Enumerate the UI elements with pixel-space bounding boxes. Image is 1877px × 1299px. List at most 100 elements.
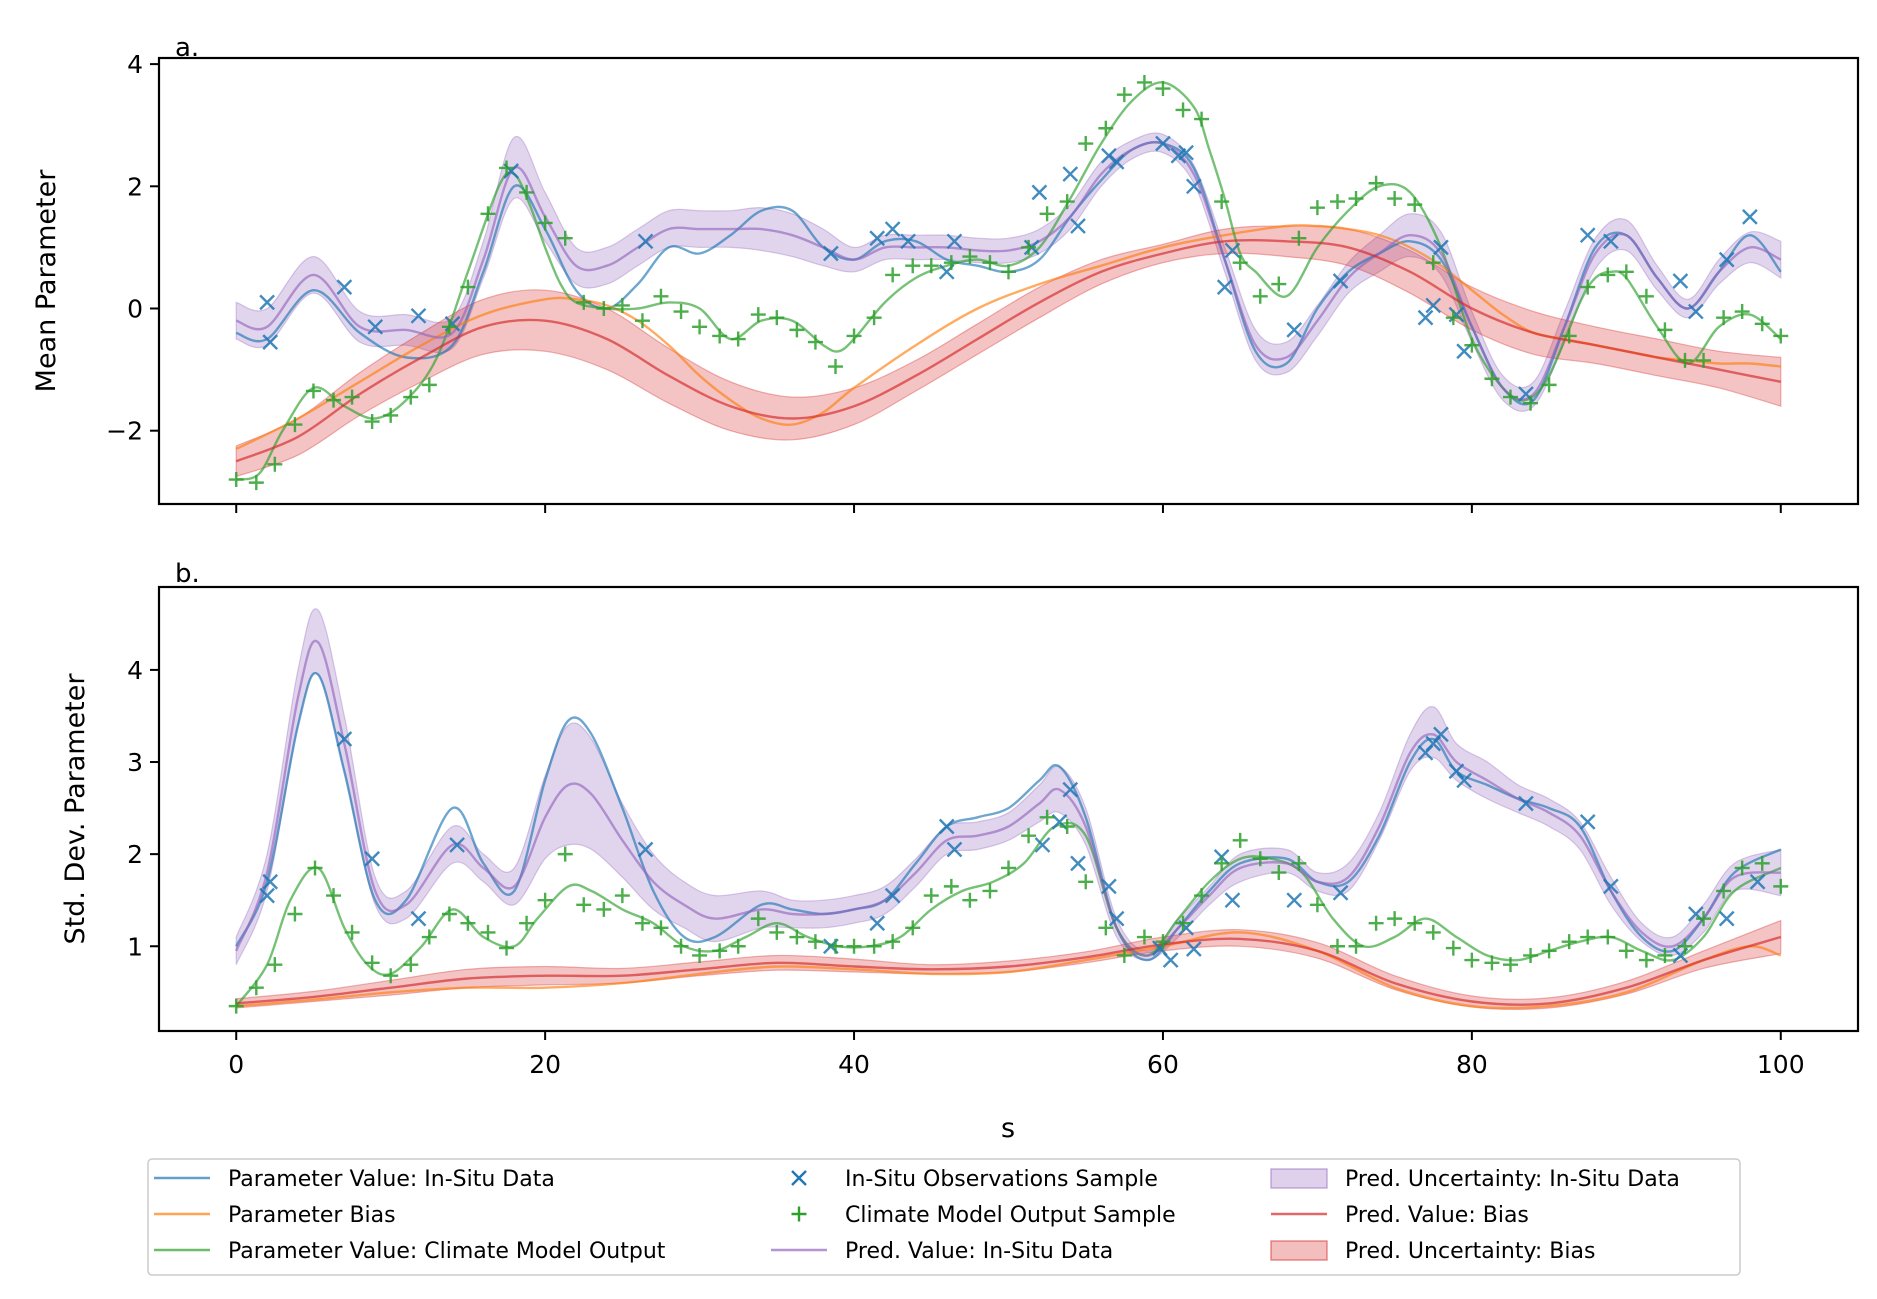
panel-b-in-situ-observations-sample-point — [938, 818, 955, 835]
panel-b-ylabel: Std. Dev. Parameter — [60, 673, 91, 945]
panel-b-climate-model-output-sample-point — [421, 929, 437, 945]
panel-b-climate-model-output-sample-point — [905, 920, 921, 936]
panel-b-climate-model-output-sample-point — [1001, 860, 1016, 876]
panel-b-climate-model-output-sample-point — [807, 934, 823, 950]
panel-b-xtick-label: 40 — [838, 1050, 870, 1079]
panel-a-climate-model-output-sample-point — [1502, 389, 1518, 405]
panel-b-climate-model-output-sample-point — [1407, 915, 1423, 931]
legend-label: Pred. Value: In-Situ Data — [845, 1239, 1113, 1264]
panel-b-in-situ-observations-sample-point — [1186, 941, 1202, 957]
panel-b-parameter-value-climate-model-output-line — [235, 821, 1782, 1007]
panel-b-climate-model-output-sample-point — [885, 934, 901, 950]
panel-a-climate-model-output-sample-point — [1232, 255, 1248, 271]
panel-a-climate-model-output-sample-point — [537, 215, 553, 231]
panel-a-climate-model-output-sample-point — [576, 294, 592, 310]
panel-a-climate-model-output-sample-point — [1021, 239, 1037, 255]
panel-a-climate-model-output-sample-point — [1445, 310, 1461, 326]
panel-a-climate-model-output-sample-point — [499, 160, 515, 176]
panel-a-in-situ-observations-sample-point — [1603, 233, 1619, 250]
panel-a-in-situ-observations-sample-point — [869, 230, 886, 247]
panel-b-climate-model-output-sample-point — [344, 924, 360, 940]
legend-label: Pred. Value: Bias — [1345, 1203, 1529, 1228]
panel-b-climate-model-output-sample-point — [1098, 920, 1114, 936]
panel-a-climate-model-output-sample-point — [634, 313, 650, 329]
panel-a-climate-model-output-sample-point — [1407, 197, 1423, 213]
panel-b-in-situ-observations-sample-point — [1456, 772, 1472, 789]
panel-b-in-situ-observations-sample-point — [364, 850, 380, 867]
panel-a-climate-model-output-sample-point — [905, 258, 921, 274]
panel-b-in-situ-observations-sample-point — [884, 887, 901, 904]
panel-a-climate-model-output-sample-point — [1464, 337, 1480, 353]
panel-a-climate-model-output-sample-point — [673, 304, 689, 320]
panel-b-in-situ-observations-sample-point — [1062, 781, 1079, 798]
panel-b-climate-model-output-sample-point — [1116, 947, 1132, 963]
panel-a-climate-model-output-sample-point — [653, 288, 669, 304]
panel-b-climate-model-output-sample-point — [1502, 957, 1518, 973]
panel-b-climate-model-output-sample-point — [730, 938, 746, 954]
legend-swatch-patch — [1270, 1240, 1328, 1261]
panel-b-climate-model-output-sample-point — [1271, 865, 1287, 881]
panel-a-climate-model-output-sample-point — [1618, 264, 1634, 280]
panel-b-climate-model-output-sample-point — [364, 955, 380, 971]
legend-label: Parameter Bias — [228, 1203, 396, 1228]
panel-b-xtick-label: 80 — [1456, 1050, 1488, 1079]
panel-a-in-situ-observations-sample-point — [1070, 218, 1086, 234]
panel-a-climate-model-output-sample-point — [267, 456, 283, 472]
panel-a-climate-model-output-sample-point — [1175, 102, 1191, 118]
panel-b-climate-model-output-sample-point — [1580, 929, 1596, 945]
panel-b-climate-model-output-sample-point — [1618, 943, 1634, 959]
legend-label: In-Situ Observations Sample — [845, 1167, 1158, 1192]
panel-b-climate-model-output-sample-point — [1078, 874, 1094, 890]
panel-b-climate-model-output-sample-point — [1155, 934, 1171, 950]
panel-b-climate-model-output-sample-point — [1232, 832, 1248, 848]
panel-a-climate-model-output-sample-point — [1291, 230, 1307, 246]
panel-b-climate-model-output-sample-point — [1214, 855, 1230, 871]
panel-a-climate-model-output-sample-point — [1252, 288, 1268, 304]
panel-b-climate-model-output-sample-point — [1638, 952, 1654, 968]
panel-b-in-situ-observations-sample-point — [1101, 878, 1117, 895]
panel-a-in-situ-observations-sample-point — [1224, 242, 1241, 259]
panel-b-in-situ-observations-sample-point — [1433, 726, 1449, 743]
panel-b-climate-model-output-sample-point — [1136, 929, 1152, 945]
panel-b-climate-model-output-sample-point — [403, 957, 419, 973]
panel-a: −2 0 2 4 a. Mean Parameter — [31, 33, 1860, 513]
panel-a-climate-model-output-sample-point — [923, 258, 939, 274]
panel-b-climate-model-output-sample-point — [1059, 819, 1075, 835]
panel-a-climate-model-output-sample-point — [364, 414, 380, 430]
panel-a-ytick-label: 4 — [127, 50, 143, 79]
panel-a-climate-model-output-sample-point — [1098, 120, 1114, 136]
panel-a-in-situ-observations-sample-point — [1031, 184, 1048, 201]
panel-a-in-situ-observations-sample-point — [1456, 343, 1472, 360]
panel-a-climate-model-output-sample-point — [326, 392, 342, 408]
legend-entry-pred-value-bias: Pred. Value: Bias — [1271, 1203, 1529, 1228]
panel-b-pred-uncertainty-in-situ-data-band — [235, 608, 1782, 965]
panel-b-climate-model-output-sample-point — [962, 892, 978, 908]
panel-a-climate-model-output-sample-point — [1214, 194, 1230, 210]
panel-a-climate-model-output-sample-point — [1155, 81, 1171, 97]
panel-a-climate-model-output-sample-point — [614, 297, 630, 313]
panel-b-climate-model-output-sample-point — [248, 980, 264, 996]
panel-a-climate-model-output-sample-point — [692, 319, 708, 335]
legend-swatch-plus-marker — [791, 1206, 807, 1222]
panel-a-climate-model-output-sample-point — [1348, 191, 1364, 207]
panel-b-climate-model-output-sample-point — [1464, 952, 1480, 968]
panel-a-ytick-label: −2 — [106, 417, 143, 446]
panel-b-xtick-label: 0 — [228, 1050, 244, 1079]
panel-b-climate-model-output-sample-point — [1348, 938, 1364, 954]
panel-b-xlabel: s — [1001, 1113, 1015, 1144]
legend: Parameter Value: In-Situ Data Parameter B… — [147, 1158, 1741, 1276]
panel-a-climate-model-output-sample-point — [1638, 288, 1654, 304]
panel-b-xtick-label: 100 — [1757, 1050, 1805, 1079]
panel-a-climate-model-output-sample-point — [305, 383, 321, 399]
panel-b-in-situ-observations-sample-point — [637, 841, 654, 858]
legend-box — [147, 1158, 1741, 1276]
panel-a-climate-model-output-sample-point — [1078, 136, 1094, 152]
panel-b-climate-model-output-sample-point — [499, 940, 515, 956]
panel-a-in-situ-observations-sample-point — [1742, 209, 1758, 225]
panel-a-climate-model-output-sample-point — [228, 472, 244, 488]
panel-a-climate-model-output-sample-point — [248, 475, 264, 491]
panel-b-xtick-label: 60 — [1147, 1050, 1179, 1079]
panel-b-climate-model-output-sample-point — [1387, 911, 1403, 927]
panel-a-climate-model-output-sample-point — [421, 377, 437, 393]
